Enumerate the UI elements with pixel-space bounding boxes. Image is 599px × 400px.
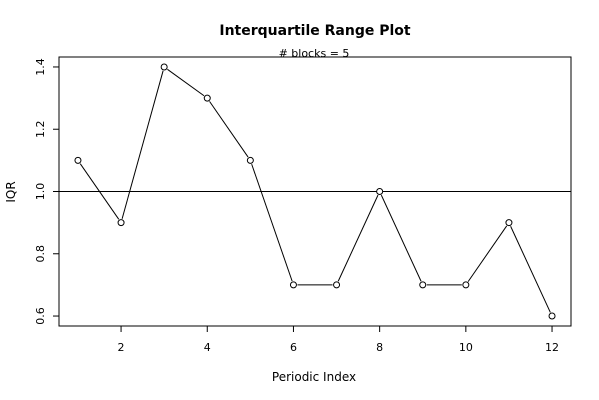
series-segment xyxy=(251,163,293,282)
y-axis-label: IQR xyxy=(4,181,18,202)
data-point xyxy=(333,281,341,289)
series-segment xyxy=(79,163,120,220)
x-tick-label: 6 xyxy=(290,341,297,354)
series-segment xyxy=(167,68,205,97)
x-tick-label: 4 xyxy=(204,341,211,354)
chart-subtitle: # blocks = 5 xyxy=(279,47,350,60)
x-tick-label: 2 xyxy=(118,341,125,354)
y-tick-label: 1.4 xyxy=(34,58,47,76)
data-point xyxy=(160,63,168,71)
series-segment xyxy=(467,225,508,282)
series-segment xyxy=(510,226,551,313)
x-axis-label: Periodic Index xyxy=(272,370,356,384)
y-tick-label: 0.6 xyxy=(34,307,47,325)
series-group xyxy=(74,63,556,320)
data-point xyxy=(289,281,297,289)
chart-title: Interquartile Range Plot xyxy=(219,23,411,39)
y-tick-label: 1.0 xyxy=(34,183,47,201)
y-tick-label: 1.2 xyxy=(34,120,47,138)
data-point xyxy=(203,94,211,102)
series-segment xyxy=(380,194,422,282)
data-point xyxy=(505,219,513,227)
series-segment xyxy=(337,194,379,282)
x-axis: 2 4 6 8 10 12 xyxy=(118,325,559,354)
x-tick-label: 10 xyxy=(459,341,473,354)
x-tick-label: 12 xyxy=(545,341,559,354)
data-point xyxy=(462,281,470,289)
data-point xyxy=(548,312,556,320)
y-axis: 0.6 0.8 1.0 1.2 1.4 xyxy=(34,58,60,325)
data-point xyxy=(117,219,125,227)
series-segment xyxy=(209,101,249,158)
data-point xyxy=(376,188,384,195)
series-segment xyxy=(121,70,164,219)
data-point xyxy=(74,156,82,164)
data-point xyxy=(246,156,254,164)
x-tick-label: 8 xyxy=(376,341,383,354)
data-point xyxy=(419,281,427,289)
y-tick-label: 0.8 xyxy=(34,245,47,263)
